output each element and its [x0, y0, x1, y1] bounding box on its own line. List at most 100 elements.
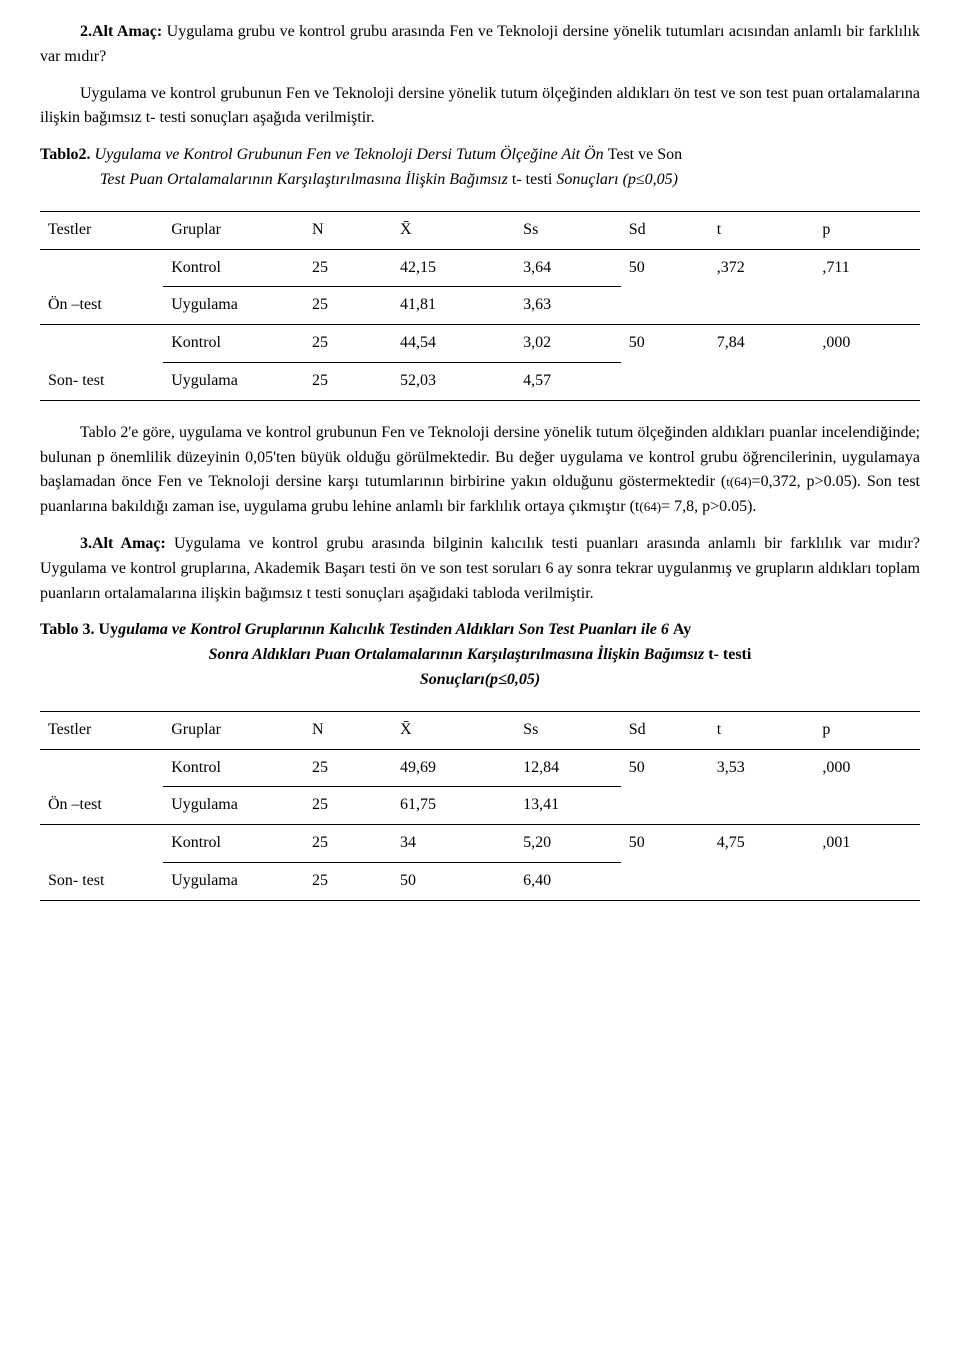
- cell: 4,75: [709, 825, 815, 863]
- table-row: Kontrol 25 44,54 3,02 50 7,84 ,000: [40, 325, 920, 363]
- cell: [621, 362, 709, 400]
- section2-intro: Uygulama ve kontrol grubunun Fen ve Tekn…: [40, 82, 920, 132]
- discussion-t2: Tablo 2'e göre, uygulama ve kontrol grub…: [40, 421, 920, 520]
- cell: ,372: [709, 249, 815, 287]
- cell: 3,64: [515, 249, 621, 287]
- th-p: p: [814, 711, 920, 749]
- table-row: Ön –test Uygulama 25 41,81 3,63: [40, 287, 920, 325]
- th-n: N: [304, 711, 392, 749]
- cell: 25: [304, 325, 392, 363]
- th-testler: Testler: [40, 711, 163, 749]
- th-sd: Sd: [621, 211, 709, 249]
- table-row: Son- test Uygulama 25 50 6,40: [40, 862, 920, 900]
- cell: Uygulama: [163, 287, 304, 325]
- cell: Uygulama: [163, 787, 304, 825]
- cell: [709, 862, 815, 900]
- cell: 34: [392, 825, 515, 863]
- cell: 25: [304, 249, 392, 287]
- table3-header-row: Testler Gruplar N X̄ Ss Sd t p: [40, 711, 920, 749]
- table3-cap-b: gulama ve Kontrol Gruplarının Kalıcılık …: [118, 621, 673, 638]
- th-x: X̄: [392, 711, 515, 749]
- cell: ,711: [814, 249, 920, 287]
- cell: 50: [392, 862, 515, 900]
- cell: [40, 325, 163, 363]
- table-row: Ön –test Uygulama 25 61,75 13,41: [40, 787, 920, 825]
- cell: Ön –test: [40, 287, 163, 325]
- table2-cap-l2a: Test Puan Ortalamalarının Karşılaştırılm…: [100, 171, 512, 188]
- table-row: Kontrol 25 42,15 3,64 50 ,372 ,711: [40, 249, 920, 287]
- table3-caption: Tablo 3. Uygulama ve Kontrol Gruplarının…: [40, 618, 920, 692]
- cell: 5,20: [515, 825, 621, 863]
- cell: Uygulama: [163, 362, 304, 400]
- cell: 50: [621, 749, 709, 787]
- cell: 44,54: [392, 325, 515, 363]
- section3-rest: Uygulama ve kontrol grubu arasında bilgi…: [40, 535, 920, 602]
- cell: 4,57: [515, 362, 621, 400]
- cell: 50: [621, 249, 709, 287]
- th-gruplar: Gruplar: [163, 211, 304, 249]
- cell: 41,81: [392, 287, 515, 325]
- table2: Testler Gruplar N X̄ Ss Sd t p Kontrol 2…: [40, 211, 920, 401]
- cell: 25: [304, 862, 392, 900]
- th-gruplar: Gruplar: [163, 711, 304, 749]
- cell: 7,84: [709, 325, 815, 363]
- table3-cap-l3: Sonuçları(p≤0,05): [420, 671, 540, 688]
- th-n: N: [304, 211, 392, 249]
- th-t: t: [709, 711, 815, 749]
- cell: 42,15: [392, 249, 515, 287]
- cell: [40, 749, 163, 787]
- cell: [814, 787, 920, 825]
- cell: [814, 287, 920, 325]
- section2-rest: Uygulama grubu ve kontrol grubu arasında…: [40, 23, 920, 65]
- cell: 25: [304, 749, 392, 787]
- stat-sub1: t(64): [726, 474, 751, 489]
- section3-label: 3.Alt Amaç:: [80, 535, 166, 552]
- cell: ,000: [814, 749, 920, 787]
- cell: Kontrol: [163, 825, 304, 863]
- cell: Kontrol: [163, 249, 304, 287]
- cell: Son- test: [40, 862, 163, 900]
- table-row: Kontrol 25 49,69 12,84 50 3,53 ,000: [40, 749, 920, 787]
- th-ss: Ss: [515, 211, 621, 249]
- cell: [621, 787, 709, 825]
- section2-label: 2.Alt Amaç:: [80, 23, 162, 40]
- th-ss: Ss: [515, 711, 621, 749]
- table2-table: Testler Gruplar N X̄ Ss Sd t p Kontrol 2…: [40, 211, 920, 401]
- cell: Ön –test: [40, 787, 163, 825]
- cell: Kontrol: [163, 749, 304, 787]
- cell: [40, 249, 163, 287]
- cell: 3,63: [515, 287, 621, 325]
- table3-cap-l2: Sonra Aldıkları Puan Ortalamalarının Kar…: [209, 646, 705, 663]
- table3-cap-c: Ay: [673, 621, 691, 638]
- cell: 3,02: [515, 325, 621, 363]
- cell: [40, 825, 163, 863]
- th-sd: Sd: [621, 711, 709, 749]
- cell: 52,03: [392, 362, 515, 400]
- cell: [814, 862, 920, 900]
- cell: 12,84: [515, 749, 621, 787]
- cell: 3,53: [709, 749, 815, 787]
- cell: 13,41: [515, 787, 621, 825]
- table-row: Kontrol 25 34 5,20 50 4,75 ,001: [40, 825, 920, 863]
- section2-heading-para: 2.Alt Amaç: Uygulama grubu ve kontrol gr…: [40, 20, 920, 70]
- cell: 61,75: [392, 787, 515, 825]
- cell: [814, 362, 920, 400]
- cell: [709, 287, 815, 325]
- cell: 49,69: [392, 749, 515, 787]
- cell: 50: [621, 825, 709, 863]
- table3-cap-a: Uy: [95, 621, 119, 638]
- th-p: p: [814, 211, 920, 249]
- cell: ,000: [814, 325, 920, 363]
- cell: 25: [304, 787, 392, 825]
- cell: Kontrol: [163, 325, 304, 363]
- section3-para: 3.Alt Amaç: Uygulama ve kontrol grubu ar…: [40, 532, 920, 606]
- table2-label: Tablo2.: [40, 146, 91, 163]
- cell: 25: [304, 362, 392, 400]
- table2-cap-b: Test ve Son: [608, 146, 682, 163]
- cell: [621, 862, 709, 900]
- th-testler: Testler: [40, 211, 163, 249]
- cell: [709, 362, 815, 400]
- cell: 6,40: [515, 862, 621, 900]
- table3: Testler Gruplar N X̄ Ss Sd t p Kontrol 2…: [40, 711, 920, 901]
- cell: Son- test: [40, 362, 163, 400]
